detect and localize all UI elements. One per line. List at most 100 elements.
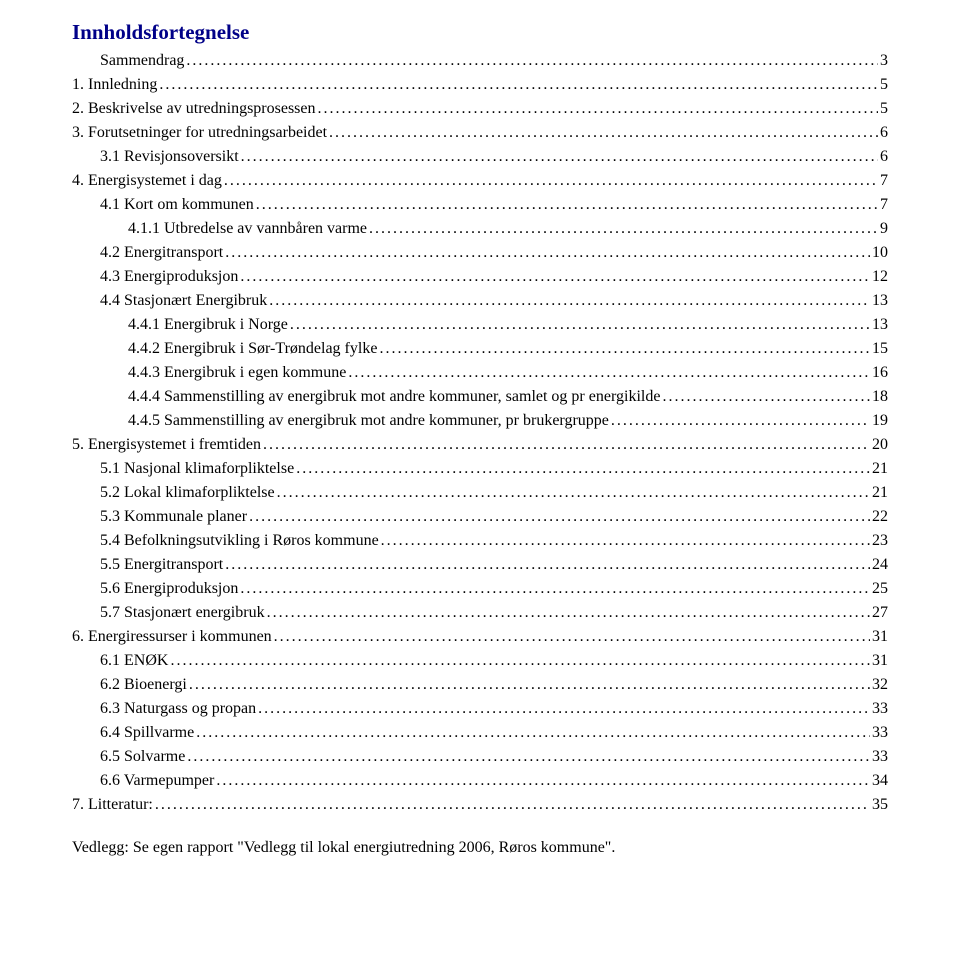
toc-leader-dots [240, 265, 870, 289]
toc-entry-page: 24 [872, 553, 888, 577]
toc-leader-dots [241, 145, 878, 169]
toc-entry-page: 13 [872, 313, 888, 337]
toc-entry-page: 7 [880, 193, 888, 217]
toc-entry-page: 31 [872, 649, 888, 673]
toc-entry[interactable]: Sammendrag3 [72, 49, 888, 73]
toc-entry[interactable]: 3. Forutsetninger for utredningsarbeidet… [72, 121, 888, 145]
toc-entry-page: 34 [872, 769, 888, 793]
toc-leader-dots [662, 385, 870, 409]
toc-entry[interactable]: 4.4 Stasjonært Energibruk13 [72, 289, 888, 313]
toc-entry[interactable]: 4.2 Energitransport10 [72, 241, 888, 265]
toc-entry-page: 7 [880, 169, 888, 193]
toc-entry-label: 4.4.1 Energibruk i Norge [128, 313, 288, 337]
toc-entry-label: 1. Innledning [72, 73, 157, 97]
toc-entry[interactable]: 5.1 Nasjonal klimaforpliktelse21 [72, 457, 888, 481]
toc-entry-page: 27 [872, 601, 888, 625]
toc-entry-label: 4.4.5 Sammenstilling av energibruk mot a… [128, 409, 609, 433]
toc-entry[interactable]: 5.2 Lokal klimaforpliktelse21 [72, 481, 888, 505]
toc-leader-dots [187, 745, 870, 769]
toc-entry-label: 6.1 ENØK [100, 649, 168, 673]
toc-leader-dots [196, 721, 870, 745]
toc-entry-label: 6. Energiressurser i kommunen [72, 625, 272, 649]
toc-leader-dots [258, 697, 870, 721]
toc-entry[interactable]: 4.4.3 Energibruk i egen kommune 16 [72, 361, 888, 385]
toc-entry[interactable]: 2. Beskrivelse av utredningsprosessen 5 [72, 97, 888, 121]
toc-entry-page: 15 [872, 337, 888, 361]
toc-entry-page: 16 [872, 361, 888, 385]
toc-leader-dots [155, 793, 870, 817]
toc-entry-label: 6.2 Bioenergi [100, 673, 187, 697]
toc-entry-label: 4. Energisystemet i dag [72, 169, 222, 193]
toc-entry[interactable]: 5.4 Befolkningsutvikling i Røros kommune… [72, 529, 888, 553]
toc-entry-page: 6 [880, 145, 888, 169]
toc-entry-label: 5.7 Stasjonært energibruk [100, 601, 265, 625]
toc-entry-page: 5 [880, 97, 888, 121]
toc-entry[interactable]: 6.4 Spillvarme 33 [72, 721, 888, 745]
toc-entry-label: 5.6 Energiproduksjon [100, 577, 238, 601]
toc-entry-label: 6.5 Solvarme [100, 745, 185, 769]
toc-entry-page: 9 [880, 217, 888, 241]
toc-entry-label: 4.4.4 Sammenstilling av energibruk mot a… [128, 385, 660, 409]
toc-entry[interactable]: 4.4.2 Energibruk i Sør-Trøndelag fylke 15 [72, 337, 888, 361]
toc-entry[interactable]: 6. Energiressurser i kommunen31 [72, 625, 888, 649]
appendix-note: Vedlegg: Se egen rapport "Vedlegg til lo… [72, 839, 888, 857]
toc-entry-label: 4.3 Energiproduksjon [100, 265, 238, 289]
toc-leader-dots [225, 241, 870, 265]
toc-leader-dots [170, 649, 870, 673]
toc-entry[interactable]: 5.7 Stasjonært energibruk 27 [72, 601, 888, 625]
toc-entry[interactable]: 4.4.4 Sammenstilling av energibruk mot a… [72, 385, 888, 409]
toc-leader-dots [240, 577, 870, 601]
toc-entry-page: 33 [872, 721, 888, 745]
toc-entry[interactable]: 6.2 Bioenergi 32 [72, 673, 888, 697]
toc-entry[interactable]: 1. Innledning5 [72, 73, 888, 97]
toc-entry[interactable]: 7. Litteratur: 35 [72, 793, 888, 817]
toc-entry-label: 4.4.3 Energibruk i egen kommune [128, 361, 346, 385]
toc-entry[interactable]: 3.1 Revisjonsoversikt 6 [72, 145, 888, 169]
toc-entry[interactable]: 5. Energisystemet i fremtiden 20 [72, 433, 888, 457]
toc-leader-dots [348, 361, 870, 385]
toc-entry-page: 21 [872, 481, 888, 505]
toc-entry-page: 32 [872, 673, 888, 697]
toc-entry-label: 6.4 Spillvarme [100, 721, 194, 745]
toc-entry-label: 4.4 Stasjonært Energibruk [100, 289, 267, 313]
toc-entry[interactable]: 4.3 Energiproduksjon12 [72, 265, 888, 289]
toc-entry[interactable]: 6.5 Solvarme 33 [72, 745, 888, 769]
toc-entry-label: 6.3 Naturgass og propan [100, 697, 256, 721]
toc-entry-page: 18 [872, 385, 888, 409]
toc-entry[interactable]: 4.1 Kort om kommunen 7 [72, 193, 888, 217]
toc-leader-dots [159, 73, 878, 97]
toc-leader-dots [296, 457, 870, 481]
toc-entry-label: 5. Energisystemet i fremtiden [72, 433, 261, 457]
toc-entry-page: 20 [872, 433, 888, 457]
toc-entry-label: 5.5 Energitransport [100, 553, 223, 577]
toc-entry-label: 6.6 Varmepumper [100, 769, 214, 793]
toc-entry[interactable]: 4. Energisystemet i dag 7 [72, 169, 888, 193]
toc-entry-page: 25 [872, 577, 888, 601]
toc-entry-page: 35 [872, 793, 888, 817]
toc-entry[interactable]: 5.6 Energiproduksjon 25 [72, 577, 888, 601]
toc-entry[interactable]: 5.3 Kommunale planer22 [72, 505, 888, 529]
toc-entry-label: 4.4.2 Energibruk i Sør-Trøndelag fylke [128, 337, 377, 361]
toc-entry-label: 2. Beskrivelse av utredningsprosessen [72, 97, 316, 121]
toc-entry-label: 3.1 Revisjonsoversikt [100, 145, 239, 169]
toc-entry-label: 5.3 Kommunale planer [100, 505, 247, 529]
toc-entry[interactable]: 4.4.5 Sammenstilling av energibruk mot a… [72, 409, 888, 433]
toc-entry[interactable]: 4.1.1 Utbredelse av vannbåren varme 9 [72, 217, 888, 241]
toc-entry-label: 7. Litteratur: [72, 793, 153, 817]
toc-entry[interactable]: 5.5 Energitransport 24 [72, 553, 888, 577]
toc-leader-dots [216, 769, 870, 793]
toc-entry-label: 5.4 Befolkningsutvikling i Røros kommune [100, 529, 379, 553]
toc-leader-dots [290, 313, 870, 337]
toc-entry[interactable]: 6.1 ENØK 31 [72, 649, 888, 673]
toc-entry-label: 4.1 Kort om kommunen [100, 193, 254, 217]
toc-leader-dots [329, 121, 878, 145]
toc-entry-page: 3 [880, 49, 888, 73]
toc-entry[interactable]: 6.6 Varmepumper 34 [72, 769, 888, 793]
toc-entry[interactable]: 4.4.1 Energibruk i Norge 13 [72, 313, 888, 337]
toc-entry-label: 4.1.1 Utbredelse av vannbåren varme [128, 217, 367, 241]
toc-leader-dots [263, 433, 870, 457]
toc-leader-dots [369, 217, 878, 241]
toc-entry-page: 33 [872, 745, 888, 769]
toc-entry[interactable]: 6.3 Naturgass og propan33 [72, 697, 888, 721]
toc-entry-page: 10 [872, 241, 888, 265]
